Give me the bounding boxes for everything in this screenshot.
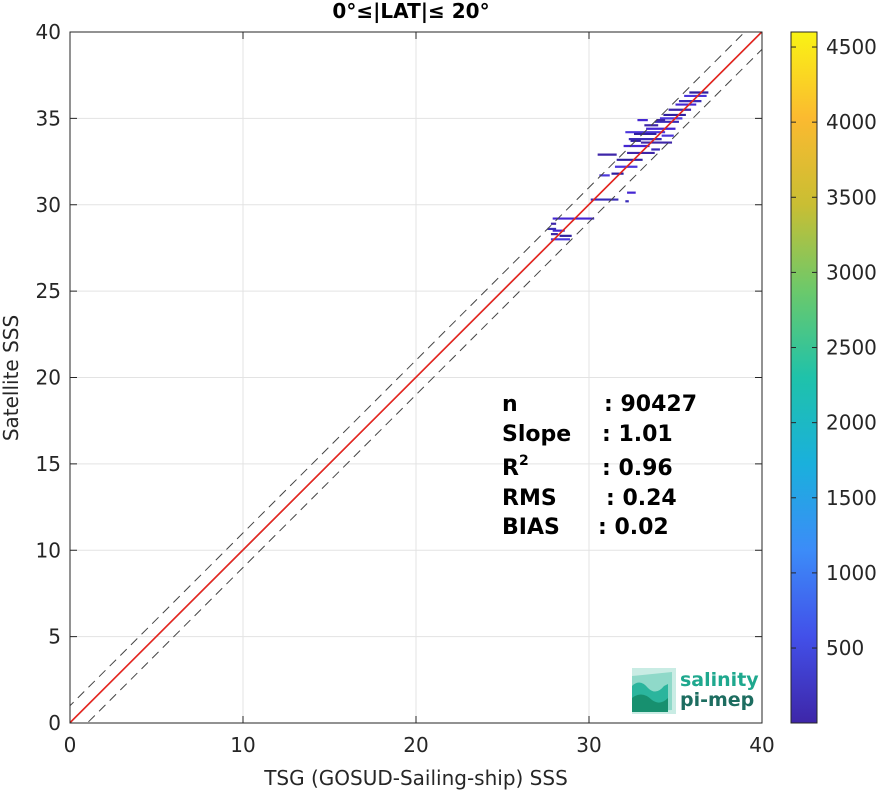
x-tick-label: 40: [749, 733, 774, 757]
stat-value: : 0.24: [606, 486, 677, 511]
y-axis-label: Satellite SSS: [0, 315, 23, 441]
logo-line1: salinity: [680, 669, 759, 691]
wave-logo-icon: [632, 668, 676, 714]
salinity-pimep-logo: salinity pi-mep: [632, 668, 759, 714]
y-tick-label: 10: [36, 538, 61, 562]
stat-label: BIAS: [502, 515, 560, 540]
x-tick-label: 0: [64, 733, 77, 757]
colorbar-tick-label: 1000: [826, 561, 877, 585]
stat-label: Slope: [502, 422, 571, 447]
stat-label-superscript: 2: [519, 453, 529, 469]
stat-label: n: [502, 392, 518, 417]
stat-label: RMS: [502, 486, 557, 511]
x-tick-label: 10: [230, 733, 255, 757]
colorbar-tick-label: 1500: [826, 486, 877, 510]
reference-lines: [70, 32, 762, 723]
logo-line2: pi-mep: [680, 689, 754, 711]
x-tick-label: 20: [403, 733, 428, 757]
colorbar-tick-label: 3500: [826, 185, 877, 209]
colorbar-tick-label: 500: [826, 636, 864, 660]
y-tick-label: 0: [48, 711, 61, 735]
colorbar-tick-label: 4000: [826, 110, 877, 134]
x-tick-label: 30: [576, 733, 601, 757]
y-tick-label: 5: [48, 625, 61, 649]
colorbar-tick-label: 3000: [826, 260, 877, 284]
y-tick-label: 15: [36, 452, 61, 476]
density-layer: [547, 91, 709, 241]
stat-value: : 90427: [604, 392, 697, 417]
colorbar-tick-label: 2500: [826, 336, 877, 360]
chart-title: 0°≤|LAT|≤ 20°: [332, 0, 489, 23]
y-tick-label: 35: [36, 106, 61, 130]
axis-layer: 0 10 20 30 40 0 5 10 15 20 25 30 35 40: [36, 20, 775, 757]
stat-value: : 0.02: [598, 515, 669, 540]
colorbar: [790, 31, 818, 724]
colorbar-tick-label: 2000: [826, 411, 877, 435]
y-tick-label: 40: [36, 20, 61, 44]
colorbar-tick-label: 4500: [826, 35, 877, 59]
stat-value: : 1.01: [602, 422, 673, 447]
stat-value: : 0.96: [602, 456, 673, 481]
colorbar-ticks: 500 1000 1500 2000 2500 3000 3500 4000 4500: [791, 35, 877, 660]
y-tick-label: 20: [36, 366, 61, 390]
y-tick-label: 25: [36, 279, 61, 303]
x-axis-label: TSG (GOSUD-Sailing-ship) SSS: [263, 766, 568, 790]
regression-fit-line: [70, 32, 762, 723]
y-tick-label: 30: [36, 193, 61, 217]
